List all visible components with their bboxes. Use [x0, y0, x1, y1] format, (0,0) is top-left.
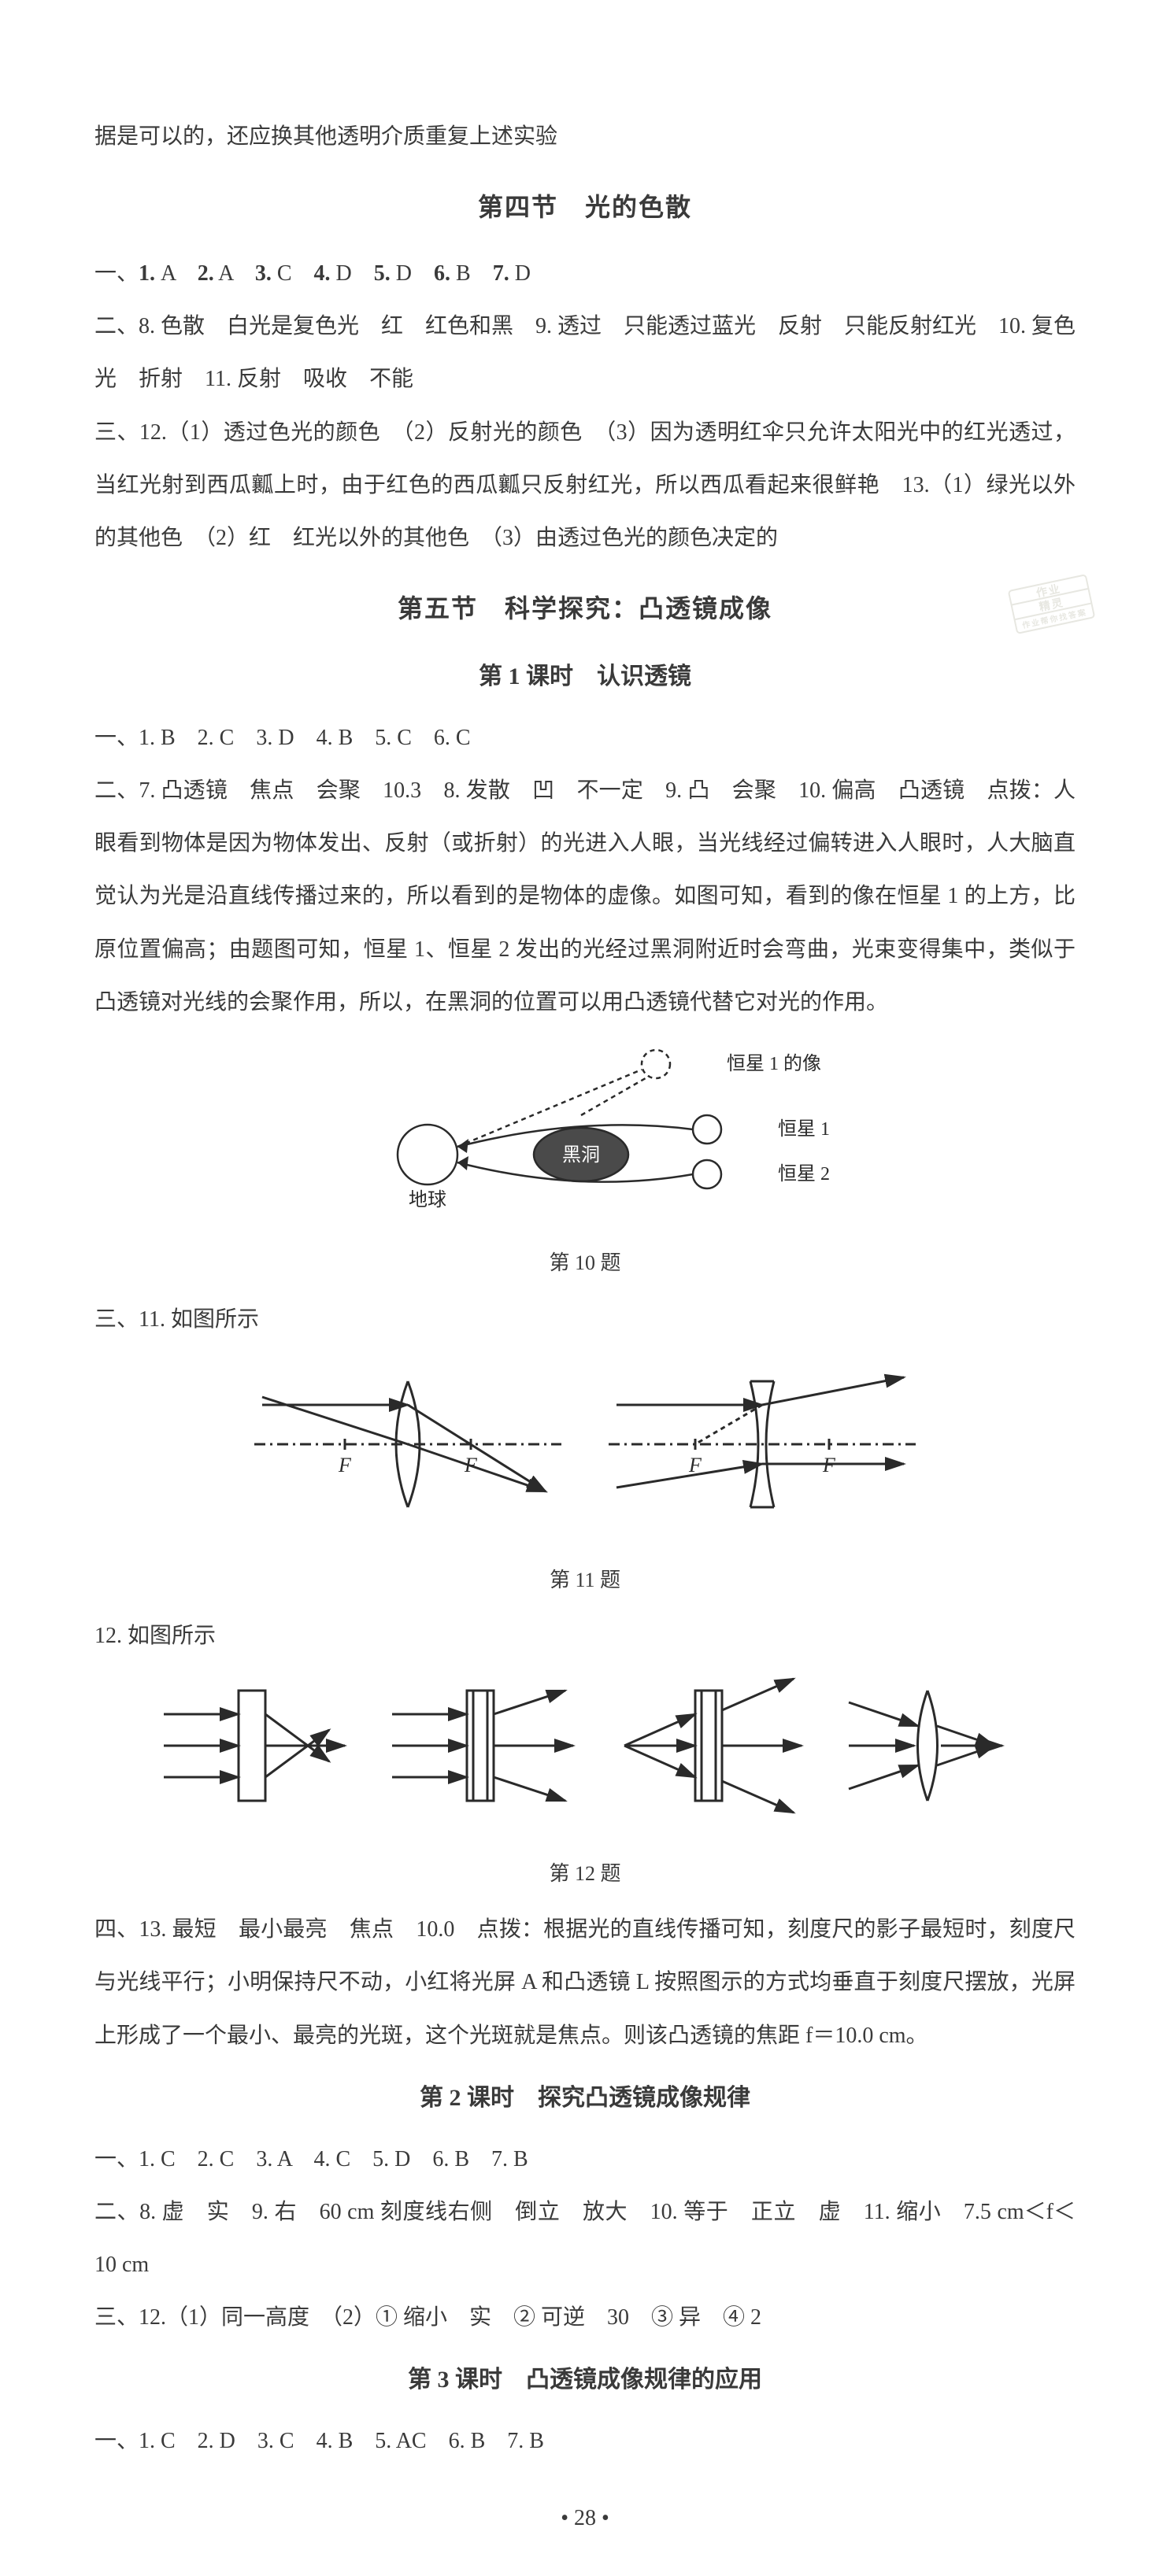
ans: D [331, 261, 374, 286]
ans: B [450, 261, 493, 286]
lesson-1-title: 第 1 课时 认识透镜 [94, 649, 1076, 705]
label-blackhole: 黑洞 [562, 1144, 600, 1166]
s4-line-2: 二、8. 色散 白光是复色光 红 红色和黑 9. 透过 只能透过蓝光 反射 只能… [94, 300, 1076, 405]
num: 1. [139, 261, 155, 286]
l1-p4: 12. 如图所示 [94, 1610, 1076, 1662]
figure-11-caption: 第 11 题 [94, 1556, 1076, 1605]
num: 6. [434, 261, 450, 286]
label-star1: 恒星 1 [778, 1118, 829, 1140]
svg-text:精灵: 精灵 [1038, 596, 1065, 614]
watermark-stamp-icon: 作业 精灵 作业帮你找答案 [997, 571, 1107, 641]
section-5-title: 第五节 科学探究：凸透镜成像 作业 精灵 作业帮你找答案 [94, 578, 1076, 639]
page-number: 28 [94, 2492, 1076, 2545]
l2-p1: 一、1. C 2. C 3. A 4. C 5. D 6. B 7. B [94, 2133, 1076, 2186]
l3-p1: 一、1. C 2. D 3. C 4. B 5. AC 6. B 7. B [94, 2415, 1076, 2467]
ans: A [214, 261, 255, 286]
s4-line-1: 一、1. A 2. A 3. C 4. D 5. D 6. B 7. D [94, 247, 1076, 300]
ans: D [391, 261, 434, 286]
f-left: F [338, 1454, 352, 1476]
l1-p1: 一、1. B 2. C 3. D 4. B 5. C 6. C [94, 711, 1076, 764]
num: 7. [493, 261, 509, 286]
figure-10-caption: 第 10 题 [94, 1239, 1076, 1288]
svg-text:作业帮你找答案: 作业帮你找答案 [1021, 607, 1088, 630]
label-image: 恒星 1 的像 [727, 1053, 821, 1074]
section-4-title: 第四节 光的色散 [94, 177, 1076, 238]
ans: C [272, 261, 314, 286]
page-number-value: 28 [561, 2506, 609, 2530]
l1-p5: 四、13. 最短 最小最亮 焦点 10.0 点拨：根据光的直线传播可知，刻度尺的… [94, 1903, 1076, 2062]
intro-fragment: 据是可以的，还应换其他透明介质重复上述实验 [94, 110, 1076, 163]
lesson-3-title: 第 3 课时 凸透镜成像规律的应用 [94, 2352, 1076, 2408]
num: 3. [255, 261, 272, 286]
lesson-2-title: 第 2 课时 探究凸透镜成像规律 [94, 2070, 1076, 2127]
ans: D [509, 261, 531, 286]
l1-p2: 二、7. 凸透镜 焦点 会聚 10.3 8. 发散 凹 不一定 9. 凸 会聚 … [94, 764, 1076, 1029]
figure-11: F F F F [94, 1354, 1076, 1606]
label-earth: 地球 [409, 1189, 446, 1210]
figure-12-caption: 第 12 题 [94, 1850, 1076, 1898]
l1-p3: 三、11. 如图所示 [94, 1293, 1076, 1346]
l2-p2: 二、8. 虚 实 9. 右 60 cm 刻度线右侧 倒立 放大 10. 等于 正… [94, 2186, 1076, 2291]
s4-line-3: 三、12.（1）透过色光的颜色 （2）反射光的颜色 （3）因为透明红伞只允许太阳… [94, 406, 1076, 565]
l2-p3: 三、12.（1）同一高度 （2）① 缩小 实 ② 可逆 30 ③ 异 ④ 2 [94, 2291, 1076, 2344]
label-star2: 恒星 2 [778, 1163, 829, 1185]
num: 5. [374, 261, 391, 286]
ans: A [155, 261, 198, 286]
txt: 一、 [94, 261, 139, 286]
figure-12: 第 12 题 [94, 1671, 1076, 1899]
title-text: 第五节 科学探究：凸透镜成像 [398, 594, 772, 623]
num: 4. [314, 261, 331, 286]
svg-text:作业: 作业 [1035, 582, 1063, 600]
figure-10: 地球 黑洞 恒星 1 恒星 2 恒星 1 的像 第 10 题 [94, 1037, 1076, 1288]
num: 2. [198, 261, 214, 286]
